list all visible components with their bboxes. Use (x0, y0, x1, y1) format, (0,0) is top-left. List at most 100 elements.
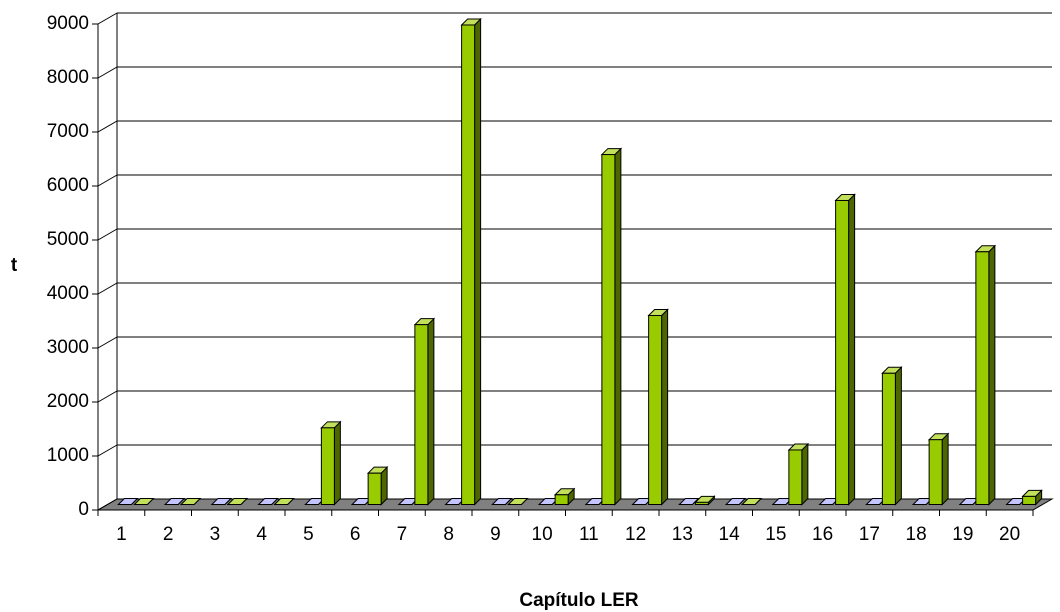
bar-series-2 (273, 498, 295, 506)
bar-series-2 (460, 17, 482, 506)
bar-series-1 (163, 498, 186, 506)
x-tick-label: 10 (532, 524, 553, 545)
bar-series-2 (834, 193, 856, 506)
bar-series-2 (133, 498, 155, 506)
bar-series-1 (491, 498, 513, 506)
bar-series-2 (553, 487, 576, 506)
bar-series-2 (740, 498, 763, 506)
x-tick-label: 5 (303, 524, 314, 545)
bar-front (648, 315, 663, 505)
x-tick-label: 19 (952, 524, 973, 545)
bar-front (554, 494, 569, 505)
x-tick-label: 17 (859, 524, 880, 545)
bar-series-2 (600, 147, 623, 506)
y-tick-label: 1000 (47, 445, 89, 466)
bar-front (367, 472, 382, 505)
bar-series-2 (179, 498, 202, 506)
y-tick-label: 2000 (47, 391, 89, 412)
x-tick-label: 11 (579, 524, 599, 545)
bar-side (614, 147, 622, 506)
bar-series-2 (226, 498, 249, 506)
bar-series-1 (210, 498, 233, 506)
x-tick-label: 13 (672, 524, 693, 545)
y-tick-label: 6000 (47, 175, 89, 196)
bar-series-1 (678, 498, 700, 506)
bar-side (941, 432, 949, 506)
gridline-side (97, 498, 118, 511)
x-tick-label: 20 (999, 524, 1020, 545)
bar-series-1 (257, 498, 279, 506)
x-axis-ticks: 1 2 3 4 5 6 7 8 9 10 11 12 13 14 15 16 17 18 19 20 (97, 510, 1034, 545)
x-tick-label: 8 (443, 524, 454, 545)
bars (117, 17, 1043, 506)
x-tick-label: 6 (350, 524, 361, 545)
gridline-side (97, 120, 118, 133)
gridlines (97, 12, 1052, 511)
y-axis-title: t (11, 255, 18, 276)
bar-series-2 (694, 495, 716, 506)
bar-series-2 (927, 432, 950, 506)
bar-series-1 (117, 498, 139, 506)
gridline-side (97, 12, 118, 25)
bar-front (1022, 495, 1037, 505)
y-axis-ticks: 0 1000 2000 3000 4000 5000 6000 7000 8000 9000 (47, 13, 98, 520)
bar-side (801, 442, 809, 506)
bar-front (928, 439, 943, 506)
bar-series-1 (304, 498, 326, 506)
gridline-side (97, 336, 118, 349)
x-tick-label: 14 (719, 524, 741, 545)
bar-front (414, 324, 429, 505)
x-tick-label: 9 (490, 524, 501, 545)
x-tick-label: 4 (256, 524, 267, 545)
y-tick-label: 5000 (47, 229, 89, 250)
y-tick-label: 4000 (47, 283, 89, 304)
bar-series-2 (366, 465, 389, 506)
bar-side (333, 420, 341, 506)
x-axis-title: Capítulo LER (519, 590, 639, 611)
x-tick-label: 18 (906, 524, 927, 545)
bar-side (894, 366, 902, 506)
bar-front (320, 427, 335, 506)
bar-front (881, 372, 896, 505)
gridline-side (97, 66, 118, 79)
bar-series-2 (647, 308, 669, 506)
bar-side (474, 17, 482, 506)
bar-series-1 (444, 498, 466, 506)
bar-front (788, 449, 803, 505)
bar-front (835, 199, 850, 505)
bar-side (661, 308, 669, 506)
y-tick-label: 9000 (47, 13, 89, 34)
bar-front (694, 501, 709, 505)
bar-side (427, 317, 435, 506)
y-tick-label: 3000 (47, 337, 89, 358)
x-tick-label: 2 (163, 524, 174, 545)
bar-side (848, 193, 856, 506)
gridline-side (97, 228, 118, 241)
x-tick-label: 3 (210, 524, 221, 545)
bar-front (461, 24, 476, 505)
gridline-side (97, 444, 118, 457)
y-tick-label: 8000 (47, 67, 89, 88)
bar-side (988, 244, 996, 506)
y-tick-label: 7000 (47, 121, 89, 142)
bar-series-2 (507, 498, 529, 506)
bar-front (601, 154, 616, 506)
x-tick-label: 7 (397, 524, 408, 545)
bar-series-2 (881, 366, 903, 506)
bar-series-2 (320, 420, 342, 506)
y-tick-label: 0 (78, 499, 89, 520)
bar-front (975, 251, 990, 505)
bar-series-2 (1021, 489, 1043, 506)
x-tick-label: 1 (116, 524, 127, 545)
bar-series-2 (974, 244, 997, 506)
gridline-side (97, 390, 118, 403)
x-tick-label: 16 (812, 524, 833, 545)
bar-series-1 (724, 498, 747, 506)
x-tick-label: 15 (765, 524, 786, 545)
x-tick-label: 12 (625, 524, 646, 545)
gridline-side (97, 282, 118, 295)
bar-series-2 (413, 317, 436, 506)
bar-series-2 (787, 442, 810, 506)
gridline-side (97, 174, 118, 187)
